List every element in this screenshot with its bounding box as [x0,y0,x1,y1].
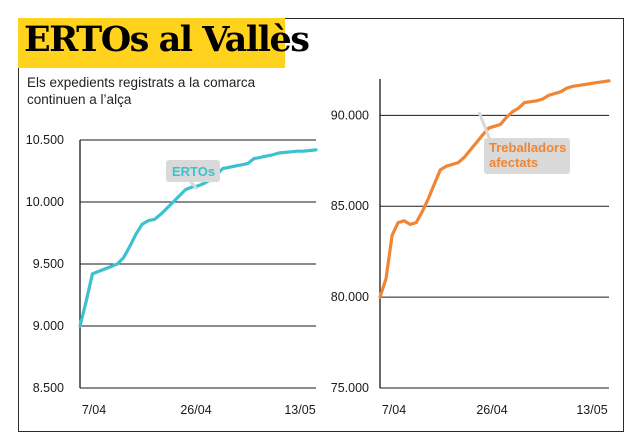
callout-leader [477,111,492,141]
callout-label: ERTOs [172,164,215,179]
y-tick-label: 90.000 [331,108,369,122]
y-tick-label: 75.000 [331,381,369,395]
x-tick-label: 7/04 [82,403,106,417]
x-tick-label: 7/04 [382,403,406,417]
y-tick-label: 80.000 [331,290,369,304]
title-banner [18,18,285,68]
series-line [78,148,318,328]
y-tick-label: 9.500 [33,257,64,271]
x-tick-label: 13/05 [576,403,607,417]
callout-box [484,138,570,174]
y-tick-label: 8.500 [33,381,64,395]
y-tick-label: 85.000 [331,199,369,213]
y-tick-label: 9.000 [33,319,64,333]
callout-label: afectats [489,155,538,170]
x-tick-label: 26/04 [180,403,211,417]
chart-subtitle: Els expedients registrats a la comarca c… [27,75,256,107]
x-tick-label: 26/04 [476,403,507,417]
workers-chart: 75.000 80.000 85.000 90.000 7/04 26/04 13/05 Tr… [331,79,611,417]
x-tick-label: 13/05 [284,403,315,417]
callout-label: Treballadors [489,140,566,155]
y-tick-label: 10.000 [26,195,64,209]
ertos-chart: 8.500 9.000 9.500 10.000 10.500 7/04 26/04 13/0… [26,133,318,417]
callout-box [166,160,220,182]
chart-frame [18,18,624,432]
callout-leader [188,180,199,190]
page-title: ERTOs al Vallès [24,19,310,60]
y-tick-label: 10.500 [26,133,64,147]
series-line [378,79,611,299]
